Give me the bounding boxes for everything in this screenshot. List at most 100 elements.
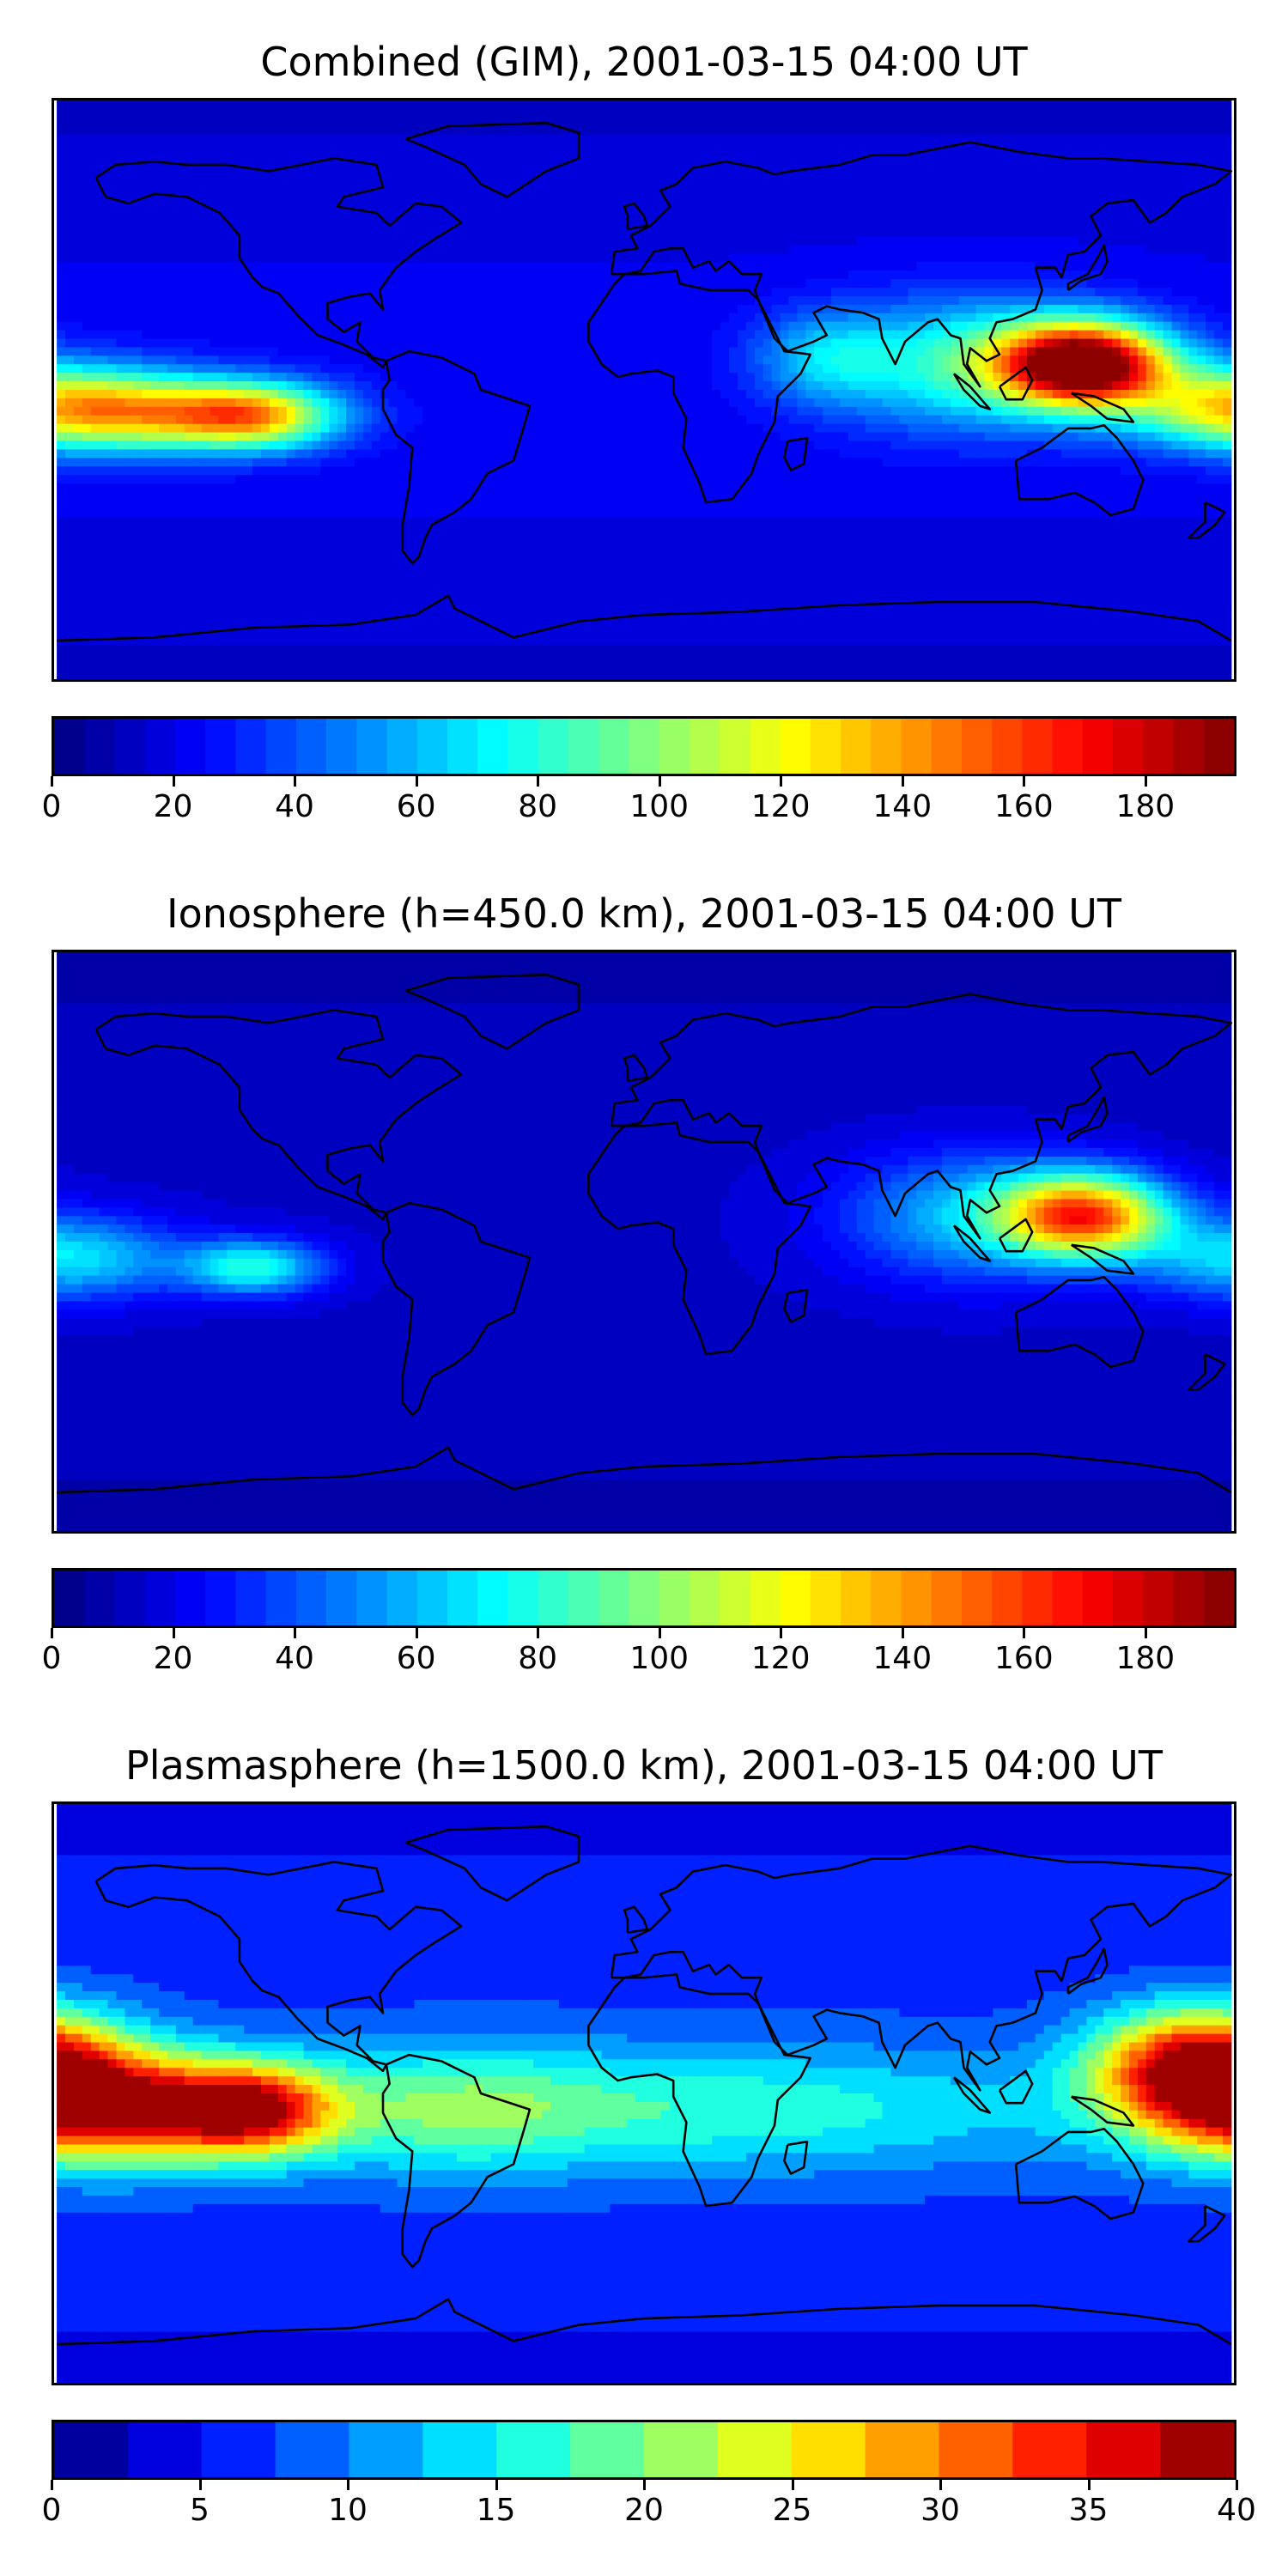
heatmap-cell [490,228,500,238]
heatmap-cell [159,321,168,331]
heatmap-cell [414,373,423,382]
heatmap-cell [797,194,806,204]
heatmap-cell [1112,228,1121,238]
heatmap-cell [397,253,406,263]
heatmap-cell [286,245,296,254]
heatmap-cell [601,125,611,136]
heatmap-cell [908,347,917,356]
heatmap-cell [1112,236,1121,246]
heatmap-cell [941,364,951,374]
heatmap-cell [627,143,636,152]
heatmap-cell [482,210,492,221]
heatmap-cell [652,117,662,127]
heatmap-cell [762,168,773,178]
heatmap-cell [329,270,338,280]
heatmap-cell [865,338,875,348]
heatmap-cell [745,295,756,306]
heatmap-cell [277,253,288,263]
heatmap-cell [448,347,458,356]
heatmap-cell [116,253,125,263]
heatmap-cell [533,338,543,348]
heatmap-cell [65,202,75,212]
heatmap-cell [1052,177,1062,186]
heatmap-cell [525,313,534,323]
heatmap-cell [660,270,671,280]
heatmap-cell [525,398,534,408]
heatmap-cell [865,108,875,118]
heatmap-cell [184,398,194,408]
heatmap-cell [916,355,926,365]
heatmap-cell [745,373,756,382]
heatmap-cell [107,151,117,161]
heatmap-cell [1137,338,1147,348]
heatmap-cell [277,168,288,178]
heatmap-cell [644,313,653,323]
heatmap-cell [73,330,83,340]
heatmap-cell [933,347,943,356]
heatmap-cell [720,330,730,340]
heatmap-cell [823,381,832,391]
heatmap-cell [567,236,577,246]
heatmap-cell [525,228,534,238]
heatmap-cell [516,160,526,169]
heatmap-cell [1154,321,1164,331]
heatmap-cell [57,321,66,331]
heatmap-cell [660,177,671,186]
heatmap-cell [890,321,900,331]
heatmap-cell [516,390,526,399]
heatmap-cell [652,270,662,280]
heatmap-cell [142,270,151,280]
heatmap-cell [1154,390,1164,399]
heatmap-cell [260,373,270,382]
heatmap-cell [440,160,449,169]
heatmap-cell [150,390,160,399]
heatmap-cell [125,381,134,391]
heatmap-cell [295,245,305,254]
heatmap-cell [456,373,466,382]
heatmap-cell [362,390,373,399]
heatmap-cell [1154,270,1164,280]
heatmap-cell [856,160,866,169]
heatmap-cell [329,100,338,110]
heatmap-cell [584,381,594,391]
heatmap-cell [175,210,185,221]
heatmap-cell [1043,210,1054,221]
heatmap-cell [882,338,891,348]
heatmap-cell [244,373,253,382]
heatmap-cell [797,177,806,186]
heatmap-cell [456,270,466,280]
heatmap-cell [738,347,747,356]
heatmap-cell [235,406,245,416]
heatmap-cell [856,168,866,178]
heatmap-cell [482,151,492,161]
heatmap-cell [1188,100,1198,110]
heatmap-cell [788,245,798,254]
heatmap-cell [125,338,134,348]
heatmap-cell [933,125,943,136]
heatmap-cell [1018,262,1028,271]
heatmap-cell [201,304,210,314]
heatmap-cell [814,143,823,152]
heatmap-cell [65,236,75,246]
heatmap-cell [260,151,270,161]
heatmap-cell [993,168,1002,178]
heatmap-cell [703,143,713,152]
heatmap-cell [320,108,330,118]
heatmap-cell [90,270,100,280]
heatmap-cell [227,108,236,118]
heatmap-cell [797,117,806,127]
heatmap-cell [244,160,253,169]
heatmap-cell [550,304,560,314]
heatmap-cell [303,202,313,212]
heatmap-cell [542,398,551,408]
heatmap-cell [627,253,636,263]
heatmap-cell [1078,398,1087,408]
heatmap-cell [1206,270,1215,280]
heatmap-cell [703,355,713,365]
heatmap-cell [762,143,773,152]
heatmap-cell [252,210,262,221]
heatmap-cell [107,295,117,306]
heatmap-cell [1188,168,1198,178]
heatmap-cell [431,210,440,221]
heatmap-cell [448,185,458,195]
